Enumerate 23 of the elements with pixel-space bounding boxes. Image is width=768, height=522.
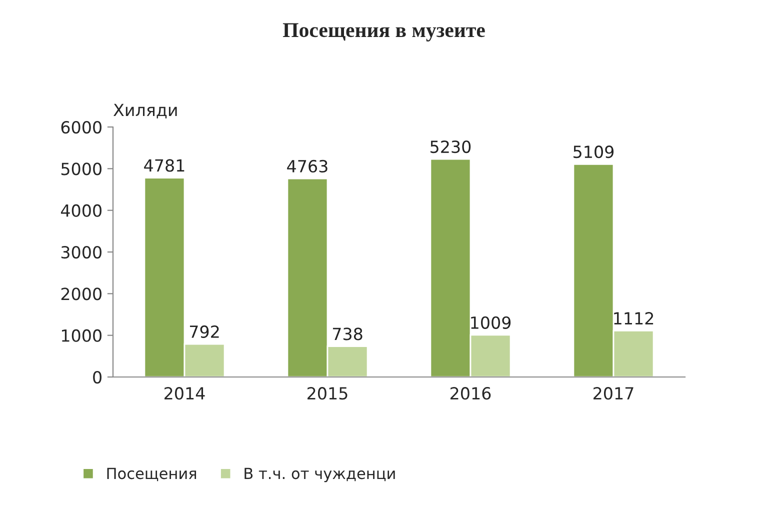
y-tick-label: 4000 (60, 204, 102, 217)
x-tick-label: 2017 (594, 387, 634, 400)
legend-label: В т.ч. от чужденци (244, 468, 395, 482)
data-label: 1112 (614, 312, 654, 324)
y-tick-label: 0 (93, 370, 102, 384)
x-tick-label: 2015 (308, 387, 348, 400)
legend-label: Посещения (107, 468, 196, 482)
y-axis-title: Хиляди (113, 104, 177, 118)
y-tick-label: 5000 (61, 162, 102, 176)
data-label: 5109 (574, 146, 614, 158)
y-tick-label: 2000 (61, 288, 102, 300)
x-tick-label: 2014 (164, 387, 205, 400)
x-tick-label: 2016 (450, 387, 491, 400)
data-label: 1009 (471, 316, 511, 329)
y-tick-label: 6000 (61, 120, 102, 134)
data-label: 738 (332, 328, 362, 340)
data-label: 4763 (287, 160, 328, 173)
data-label: 5230 (430, 140, 471, 154)
data-label: 4781 (144, 159, 184, 172)
y-tick-label: 3000 (61, 246, 102, 259)
chart-title: Посещения в музеите (282, 23, 485, 42)
data-label: 792 (190, 325, 219, 338)
y-tick-label: 1000 (62, 329, 102, 342)
